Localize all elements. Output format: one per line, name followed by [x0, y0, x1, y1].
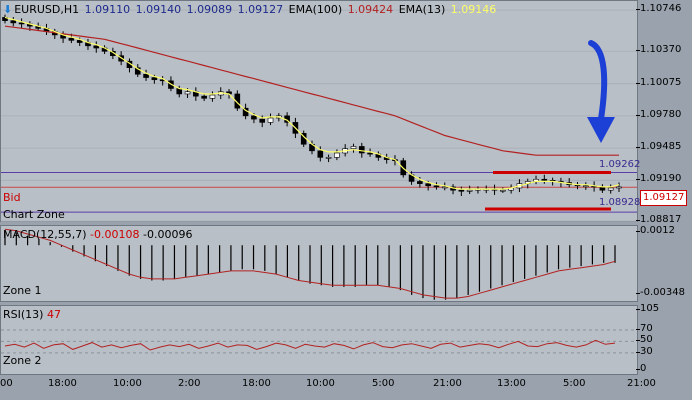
- time-tick: 10:00: [306, 378, 335, 389]
- macd-signal-line: [4, 228, 616, 299]
- candle-body: [143, 73, 149, 78]
- candle-body: [93, 45, 100, 49]
- rsi-pane[interactable]: RSI(13) 47 Zone 2: [0, 305, 638, 375]
- candle-body: [68, 37, 75, 41]
- macd-value-1: -0.00108: [90, 228, 140, 241]
- candle-body: [151, 77, 158, 81]
- zone2-label: Zone 2: [3, 354, 42, 367]
- candle-body: [76, 40, 83, 43]
- candle-body: [441, 186, 448, 189]
- arrow-shaft: [588, 40, 608, 122]
- price-tick: 1.10370: [635, 44, 682, 56]
- rsi-axis[interactable]: 105 70 50 30 0: [635, 303, 692, 375]
- bid-price-badge: 1.09127: [640, 190, 688, 206]
- chart-header: ⬇ EURUSD,H1 1.09110 1.09140 1.09089 1.091…: [3, 3, 498, 16]
- rsi-tick: 50: [636, 334, 653, 346]
- candle-body: [201, 95, 207, 99]
- ema13-value: 1.09146: [450, 3, 497, 16]
- price-tick: 1.09780: [635, 108, 682, 120]
- time-tick: 2:00: [178, 378, 201, 389]
- low-value: 1.09089: [186, 3, 233, 16]
- macd-axis[interactable]: 0.0012 -0.00348: [636, 225, 692, 302]
- symbol-label: EURUSD,H1: [14, 3, 80, 16]
- macd-canvas[interactable]: [1, 226, 639, 303]
- candle-body: [367, 152, 373, 155]
- time-tick: 21:00: [433, 378, 462, 389]
- candle-body: [417, 181, 423, 184]
- time-tick: 10:00: [113, 378, 142, 389]
- candle-body: [209, 94, 216, 99]
- price-tick: 1.10075: [635, 76, 682, 88]
- rsi-title: RSI(13): [3, 308, 44, 321]
- rsi-value: 47: [46, 308, 61, 321]
- candle-body: [18, 22, 25, 25]
- macd-value-2: -0.00096: [143, 228, 193, 241]
- ema100-value: 1.09424: [347, 3, 394, 16]
- symbol-icon: ⬇: [3, 3, 13, 16]
- level-high-label: 1.09262: [599, 159, 641, 170]
- arrow-down-icon: [587, 117, 615, 143]
- rsi-tick: 105: [635, 303, 660, 314]
- macd-header: MACD(12,55,7) -0.00108 -0.00096: [3, 228, 192, 241]
- candle-body: [541, 178, 548, 181]
- rsi-line: [4, 339, 616, 351]
- zone1-label: Zone 1: [3, 284, 42, 297]
- bid-label: Bid: [3, 191, 21, 204]
- candle-body: [458, 189, 465, 192]
- candle-body: [334, 152, 340, 158]
- candle-body: [607, 187, 614, 191]
- candle-body: [259, 118, 266, 123]
- time-tick: 5:00: [563, 378, 586, 389]
- candle-body: [500, 189, 506, 192]
- candle-body: [583, 185, 589, 188]
- rsi-tick: 70: [636, 323, 653, 334]
- ema13-label: EMA(13): [398, 3, 446, 16]
- candle-body: [267, 117, 274, 123]
- candle-body: [616, 186, 622, 189]
- time-tick: 18:00: [242, 378, 271, 389]
- macd-tick: 0.0012: [636, 225, 675, 236]
- ema100-label: EMA(100): [288, 3, 343, 16]
- price-axis[interactable]: 1.10746 1.10370 1.10075 1.09780 1.09485 1.091…: [635, 0, 692, 226]
- macd-pane[interactable]: MACD(12,55,7) -0.00108 -0.00096 Zone 1: [0, 225, 638, 302]
- candle-body: [184, 91, 191, 95]
- macd-title: MACD(12,55,7): [3, 228, 87, 241]
- candle-body: [234, 93, 241, 109]
- candle-body: [134, 67, 141, 75]
- time-tick: 5:00: [372, 378, 395, 389]
- time-tick: 18:00: [48, 378, 77, 389]
- rsi-canvas[interactable]: [1, 306, 639, 376]
- rsi-tick: 0: [635, 363, 647, 374]
- candle-body: [425, 183, 431, 187]
- close-value: 1.09127: [237, 3, 284, 16]
- candle-body: [466, 189, 473, 192]
- rsi-header: RSI(13) 47: [3, 308, 61, 321]
- price-chart-canvas[interactable]: [1, 1, 639, 223]
- high-value: 1.09140: [135, 3, 182, 16]
- level-low-label: 1.08928: [599, 197, 641, 208]
- candle-body: [251, 115, 257, 120]
- candle-body: [433, 185, 440, 188]
- candle-body: [350, 146, 357, 149]
- chart-zone-label: Chart Zone: [3, 208, 65, 221]
- price-tick: 1.08817: [635, 214, 682, 226]
- time-tick: 00: [0, 378, 13, 389]
- candle-body: [317, 150, 324, 158]
- candle-body: [358, 146, 365, 154]
- time-tick: 21:00: [627, 378, 656, 389]
- price-tick: 1.09485: [635, 141, 682, 153]
- time-tick: 13:00: [497, 378, 526, 389]
- rsi-tick: 30: [636, 345, 653, 357]
- ema13-line: [4, 16, 620, 190]
- ema100-line: [4, 25, 619, 156]
- candle-body: [10, 20, 17, 24]
- price-tick: 1.09190: [635, 173, 682, 185]
- macd-tick: -0.00348: [636, 287, 685, 298]
- candle-body: [325, 157, 332, 159]
- open-value: 1.09110: [84, 3, 131, 16]
- main-chart-pane[interactable]: ⬇ EURUSD,H1 1.09110 1.09140 1.09089 1.091…: [0, 0, 641, 223]
- price-tick: 1.10746: [635, 3, 682, 15]
